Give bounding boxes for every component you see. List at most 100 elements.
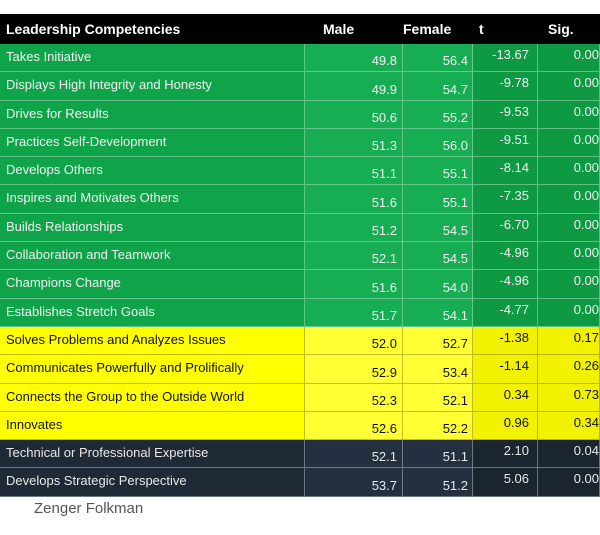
competency-name: Takes Initiative: [0, 44, 305, 73]
t-value: 2.10: [473, 440, 538, 469]
t-value: -8.14: [473, 157, 538, 186]
table-row: Inspires and Motivates Others 51.6 55.1 -7.…: [0, 185, 600, 214]
table-row: Displays High Integrity and Honesty 49.9 5…: [0, 72, 600, 101]
competency-name: Communicates Powerfully and Prolifically: [0, 355, 305, 384]
t-value: -1.38: [473, 326, 538, 356]
male-score: 52.1: [305, 242, 403, 271]
sig-value: 0.04: [538, 440, 600, 469]
sig-value: 0.00: [538, 100, 600, 129]
male-score: 51.3: [305, 128, 403, 158]
competency-name: Solves Problems and Analyzes Issues: [0, 326, 305, 356]
t-value: -9.51: [473, 128, 538, 158]
table-row: Innovates 52.6 52.2 0.96 0.34: [0, 411, 600, 441]
sig-value: 0.26: [538, 355, 600, 384]
male-score: 50.6: [305, 100, 403, 129]
male-score: 52.9: [305, 355, 403, 384]
header-competencies: Leadership Competencies: [6, 21, 181, 37]
table-row: Solves Problems and Analyzes Issues 52.0 5…: [0, 326, 600, 356]
header-female: Female: [403, 21, 452, 37]
table-row: Develops Strategic Perspective 53.7 51.2 5.…: [0, 468, 600, 497]
female-score: 52.2: [403, 411, 473, 441]
sig-value: 0.00: [538, 213, 600, 243]
competency-name: Technical or Professional Expertise: [0, 440, 305, 469]
competency-name: Develops Others: [0, 157, 305, 186]
header-sig: Sig.: [548, 21, 574, 37]
competency-name: Practices Self-Development: [0, 128, 305, 158]
table-row: Connects the Group to the Outside World 5…: [0, 383, 600, 412]
sig-value: 0.00: [538, 270, 600, 299]
table-row: Technical or Professional Expertise 52.1 5…: [0, 440, 600, 469]
female-score: 54.5: [403, 242, 473, 271]
female-score: 55.2: [403, 100, 473, 129]
sig-value: 0.00: [538, 242, 600, 271]
competency-name: Drives for Results: [0, 100, 305, 129]
competency-name: Develops Strategic Perspective: [0, 468, 305, 497]
competency-name: Inspires and Motivates Others: [0, 185, 305, 214]
t-value: -4.96: [473, 242, 538, 271]
header-t: t: [479, 21, 484, 37]
sig-value: 0.00: [538, 185, 600, 214]
female-score: 54.0: [403, 270, 473, 299]
t-value: -1.14: [473, 355, 538, 384]
t-value: -9.53: [473, 100, 538, 129]
source-caption: Zenger Folkman: [34, 500, 144, 517]
competency-name: Collaboration and Teamwork: [0, 242, 305, 271]
sig-value: 0.73: [538, 383, 600, 412]
t-value: 5.06: [473, 468, 538, 497]
t-value: -13.67: [473, 44, 538, 73]
female-score: 55.1: [403, 157, 473, 186]
sig-value: 0.00: [538, 298, 600, 327]
male-score: 49.9: [305, 72, 403, 101]
female-score: 54.5: [403, 213, 473, 243]
t-value: -4.77: [473, 298, 538, 327]
female-score: 52.7: [403, 326, 473, 356]
sig-value: 0.34: [538, 411, 600, 441]
sig-value: 0.00: [538, 72, 600, 101]
t-value: 0.34: [473, 383, 538, 412]
female-score: 52.1: [403, 383, 473, 412]
female-score: 55.1: [403, 185, 473, 214]
sig-value: 0.17: [538, 326, 600, 356]
female-score: 54.1: [403, 298, 473, 327]
table-header: Leadership Competencies Male Female t Si…: [0, 14, 600, 44]
t-value: -4.96: [473, 270, 538, 299]
header-male: Male: [323, 21, 355, 37]
sig-value: 0.00: [538, 128, 600, 158]
male-score: 51.6: [305, 185, 403, 214]
competency-name: Innovates: [0, 411, 305, 441]
competency-name: Displays High Integrity and Honesty: [0, 72, 305, 101]
female-score: 51.1: [403, 440, 473, 469]
table-body: Takes Initiative 49.8 56.4 -13.67 0.00 Displa…: [0, 44, 600, 497]
male-score: 52.1: [305, 440, 403, 469]
male-score: 52.0: [305, 326, 403, 356]
table-row: Collaboration and Teamwork 52.1 54.5 -4.96 0…: [0, 242, 600, 271]
female-score: 56.4: [403, 44, 473, 73]
competency-name: Establishes Stretch Goals: [0, 298, 305, 327]
female-score: 54.7: [403, 72, 473, 101]
table-row: Champions Change 51.6 54.0 -4.96 0.00: [0, 270, 600, 299]
female-score: 53.4: [403, 355, 473, 384]
table-row: Drives for Results 50.6 55.2 -9.53 0.00: [0, 100, 600, 129]
male-score: 51.2: [305, 213, 403, 243]
t-value: 0.96: [473, 411, 538, 441]
female-score: 56.0: [403, 128, 473, 158]
table-row: Practices Self-Development 51.3 56.0 -9.51 0…: [0, 128, 600, 158]
t-value: -9.78: [473, 72, 538, 101]
table-row: Develops Others 51.1 55.1 -8.14 0.00: [0, 157, 600, 186]
table-row: Establishes Stretch Goals 51.7 54.1 -4.77 0.…: [0, 298, 600, 327]
competency-name: Connects the Group to the Outside World: [0, 383, 305, 412]
table-row: Builds Relationships 51.2 54.5 -6.70 0.00: [0, 213, 600, 243]
t-value: -7.35: [473, 185, 538, 214]
t-value: -6.70: [473, 213, 538, 243]
male-score: 51.7: [305, 298, 403, 327]
male-score: 52.3: [305, 383, 403, 412]
male-score: 51.1: [305, 157, 403, 186]
male-score: 51.6: [305, 270, 403, 299]
female-score: 51.2: [403, 468, 473, 497]
sig-value: 0.00: [538, 44, 600, 73]
table-row: Takes Initiative 49.8 56.4 -13.67 0.00: [0, 44, 600, 73]
competency-name: Builds Relationships: [0, 213, 305, 243]
male-score: 49.8: [305, 44, 403, 73]
table-row: Communicates Powerfully and Prolifically…: [0, 355, 600, 384]
male-score: 52.6: [305, 411, 403, 441]
